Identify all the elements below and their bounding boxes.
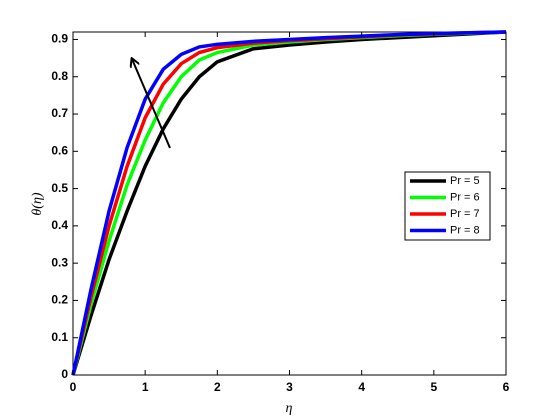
- y-tick-label: 0.5: [51, 181, 68, 195]
- y-tick-label: 0: [61, 367, 68, 381]
- y-tick-label: 0.1: [51, 330, 68, 344]
- legend-label: Pr = 6: [450, 191, 480, 203]
- legend-label: Pr = 7: [450, 208, 480, 220]
- x-axis-label: η: [286, 401, 293, 416]
- x-tick-label: 3: [286, 380, 293, 394]
- x-tick-label: 1: [142, 380, 149, 394]
- series-group: [71, 30, 507, 376]
- x-tick-label: 5: [430, 380, 437, 394]
- x-tick-label: 0: [70, 380, 77, 394]
- legend-box: [404, 171, 491, 241]
- x-tick-label: 2: [214, 380, 221, 394]
- legend-label: Pr = 5: [450, 175, 480, 187]
- y-tick-label: 0.6: [51, 143, 68, 157]
- trend-arrow: [132, 59, 171, 149]
- legend: Pr = 5 Pr = 6 Pr = 7 Pr = 8: [404, 171, 491, 241]
- x-tick-label: 4: [358, 380, 365, 394]
- y-tick-label: 0.3: [51, 255, 68, 269]
- y-tick-label: 0.2: [51, 293, 68, 307]
- y-tick-label: 0.4: [51, 218, 68, 232]
- series-line: [71, 30, 507, 376]
- y-axis-label: θ(η): [30, 192, 45, 215]
- y-tick-label: 0.9: [51, 32, 68, 46]
- legend-label: Pr = 8: [450, 224, 480, 236]
- y-tick-label: 0.8: [51, 69, 68, 83]
- y-tick-label: 0.7: [51, 106, 68, 120]
- x-tick-label: 6: [503, 380, 510, 394]
